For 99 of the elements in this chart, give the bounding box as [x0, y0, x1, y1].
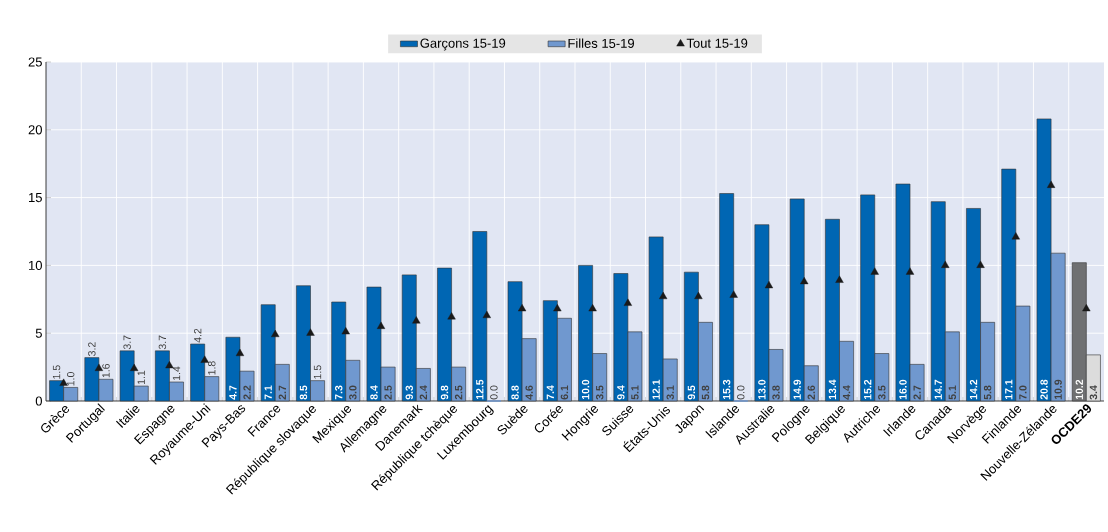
- data-label: 12.1: [652, 379, 660, 400]
- point: [1046, 180, 1056, 188]
- data-label: 20.8: [1040, 379, 1048, 400]
- point: [412, 316, 421, 324]
- data-label: 1.8: [208, 361, 216, 375]
- data-label: 1.1: [137, 370, 145, 385]
- data-label: 0.0: [490, 385, 498, 400]
- point: [376, 321, 386, 329]
- bar: [472, 231, 488, 402]
- data-label: 2.6: [807, 385, 815, 400]
- data-label: 0.0: [737, 385, 745, 400]
- data-label: 9.3: [405, 385, 413, 400]
- point: [341, 327, 350, 335]
- data-label: 2.5: [384, 385, 392, 400]
- data-label: 15.3: [722, 379, 731, 400]
- data-label: 9.4: [617, 385, 625, 400]
- y-tick-label: 25: [28, 57, 42, 67]
- point: [976, 260, 985, 268]
- point: [165, 361, 174, 369]
- data-label: 4.2: [194, 328, 202, 343]
- data-label: 3.1: [666, 385, 674, 400]
- point: [1011, 232, 1020, 240]
- point: [518, 304, 527, 312]
- data-label: 1.0: [66, 372, 75, 386]
- data-label: 3.0: [349, 385, 357, 400]
- data-label: 8.5: [299, 385, 308, 400]
- data-label: 3.2: [88, 342, 96, 356]
- data-label: 3.5: [878, 385, 886, 400]
- point: [130, 363, 139, 371]
- data-label: 4.7: [229, 385, 237, 400]
- data-label: 14.7: [934, 379, 942, 400]
- point: [694, 291, 703, 300]
- point: [306, 328, 315, 336]
- data-label: 4.4: [842, 385, 851, 400]
- data-label: 16.0: [899, 379, 907, 400]
- y-tick-label: 10: [29, 260, 42, 270]
- point: [941, 260, 950, 268]
- legend-label: Garçons 15-19: [420, 38, 506, 51]
- data-label: 7.3: [335, 385, 343, 400]
- data-label: 12.5: [476, 379, 484, 400]
- data-label: 2.7: [913, 385, 921, 400]
- point: [800, 276, 809, 285]
- data-label: 1.6: [102, 363, 110, 378]
- point: [482, 310, 491, 319]
- data-label: 5.8: [701, 385, 710, 400]
- data-label: 13.0: [758, 379, 766, 400]
- point: [905, 267, 915, 275]
- data-label: 3.5: [595, 385, 604, 400]
- point: [447, 312, 456, 320]
- data-label: 15.2: [863, 379, 872, 400]
- data-label: 3.7: [123, 335, 131, 350]
- data-label: 2.5: [454, 385, 463, 400]
- data-label: 4.6: [525, 385, 533, 400]
- point: [235, 348, 245, 356]
- data-label: 10.2: [1075, 379, 1084, 400]
- data-label: 8.4: [370, 385, 378, 400]
- data-label: 2.2: [243, 385, 251, 400]
- data-label: 17.1: [1005, 379, 1013, 400]
- data-label: 2.7: [278, 385, 286, 400]
- point: [588, 304, 597, 312]
- bar: [719, 193, 734, 402]
- legend-label: Filles 15-19: [568, 38, 635, 48]
- point: [835, 275, 844, 283]
- point: [870, 267, 879, 275]
- data-label: 5.8: [983, 385, 992, 400]
- data-label: 14.2: [969, 379, 978, 400]
- data-label: 7.1: [264, 385, 272, 400]
- data-label: 3.7: [158, 335, 167, 350]
- point: [659, 291, 668, 300]
- point: [729, 290, 738, 298]
- point: [764, 281, 774, 289]
- point: [1082, 304, 1091, 312]
- data-label: 5.1: [948, 385, 957, 400]
- point: [623, 298, 632, 306]
- data-label: 3.4: [1089, 385, 1098, 400]
- y-tick-label: 15: [29, 193, 42, 203]
- data-label: 5.1: [631, 385, 639, 400]
- data-label: 8.8: [511, 385, 519, 400]
- point: [200, 355, 209, 363]
- data-label: 2.4: [419, 385, 428, 400]
- data-label: 10.0: [581, 379, 590, 400]
- data-label: 13.4: [828, 379, 837, 400]
- data-label: 9.5: [687, 385, 696, 400]
- y-tick-label: 20: [28, 125, 42, 135]
- point: [553, 304, 562, 312]
- data-label: 7.4: [546, 385, 554, 400]
- data-label: 1.5: [52, 365, 61, 379]
- data-label: 10.9: [1054, 379, 1062, 400]
- data-label: 1.5: [313, 365, 322, 379]
- data-label: 3.8: [772, 385, 780, 400]
- y-tick-label: 5: [35, 328, 42, 338]
- legend-label: Tout 15-19: [686, 38, 748, 48]
- y-tick-label: 0: [35, 396, 42, 406]
- data-label: 9.8: [440, 385, 449, 400]
- data-label: 1.4: [172, 366, 181, 380]
- data-label: 7.0: [1019, 385, 1027, 400]
- data-label: 14.9: [793, 379, 801, 400]
- point: [271, 329, 280, 337]
- data-label: 6.1: [560, 385, 569, 400]
